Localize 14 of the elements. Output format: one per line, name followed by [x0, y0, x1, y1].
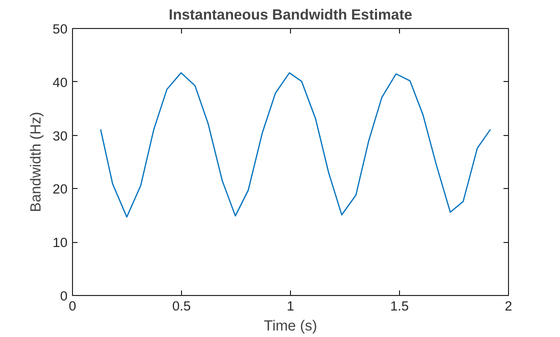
y-axis-title: Bandwidth (Hz)	[28, 112, 45, 212]
x-tick-label: 2	[504, 298, 512, 314]
x-tick-label: 1	[286, 298, 294, 314]
x-axis-title: Time (s)	[264, 318, 318, 334]
line-series	[100, 72, 492, 218]
y-tick-label: 20	[52, 182, 68, 197]
chart-title: Instantaneous Bandwidth Estimate	[168, 8, 412, 24]
y-tick-label: 0	[60, 288, 68, 304]
x-tick-label: 1.5	[390, 298, 409, 314]
x-tick-label: 0.5	[172, 298, 191, 314]
y-tick-label: 50	[52, 22, 68, 36]
y-tick-label: 40	[52, 74, 68, 90]
y-tick-label: 10	[52, 235, 68, 250]
y-tick-label: 30	[52, 128, 68, 144]
